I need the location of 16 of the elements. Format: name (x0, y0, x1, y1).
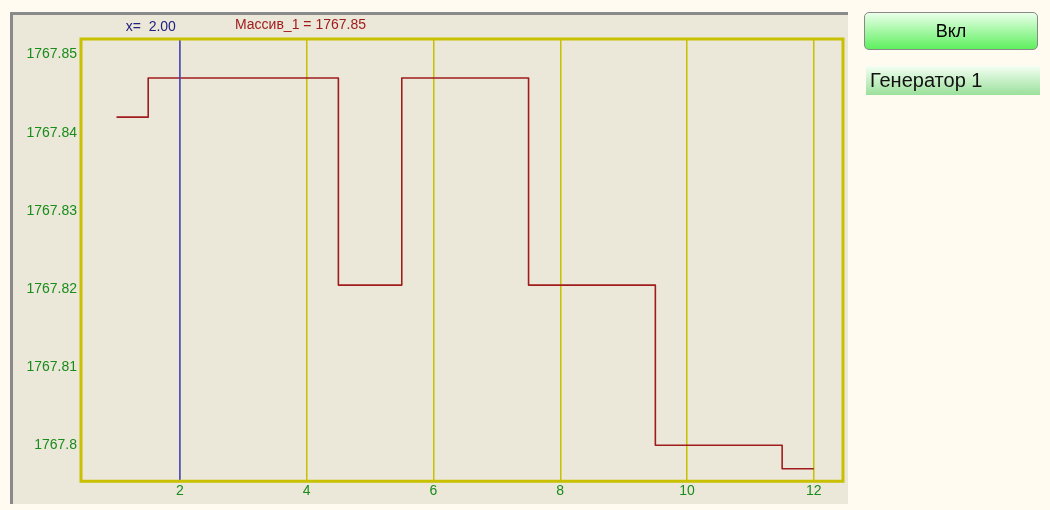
y-tick-label: 1767.81 (26, 357, 78, 374)
button: Вкл (864, 12, 1038, 50)
y-tick-label: 1767.8 (34, 436, 78, 453)
label-field: Генератор 1 (866, 66, 1040, 95)
x-tick-label: 2 (176, 482, 184, 499)
x-tick-label: 6 (429, 482, 438, 499)
x-tick-label: 10 (679, 482, 696, 499)
x-tick-label: 4 (302, 482, 311, 499)
x-tick-label: 12 (806, 482, 822, 499)
y-tick-label: 1767.84 (26, 123, 78, 140)
y-tick-label: 1767.83 (26, 201, 78, 218)
ref-line-label: x= 2.00 (125, 17, 177, 34)
x-tick-label: 8 (556, 482, 565, 499)
text: Массив_1 = 1767.85 (235, 15, 367, 32)
y-tick-label: 1767.85 (26, 45, 78, 62)
y-tick-label: 1767.82 (26, 279, 78, 296)
